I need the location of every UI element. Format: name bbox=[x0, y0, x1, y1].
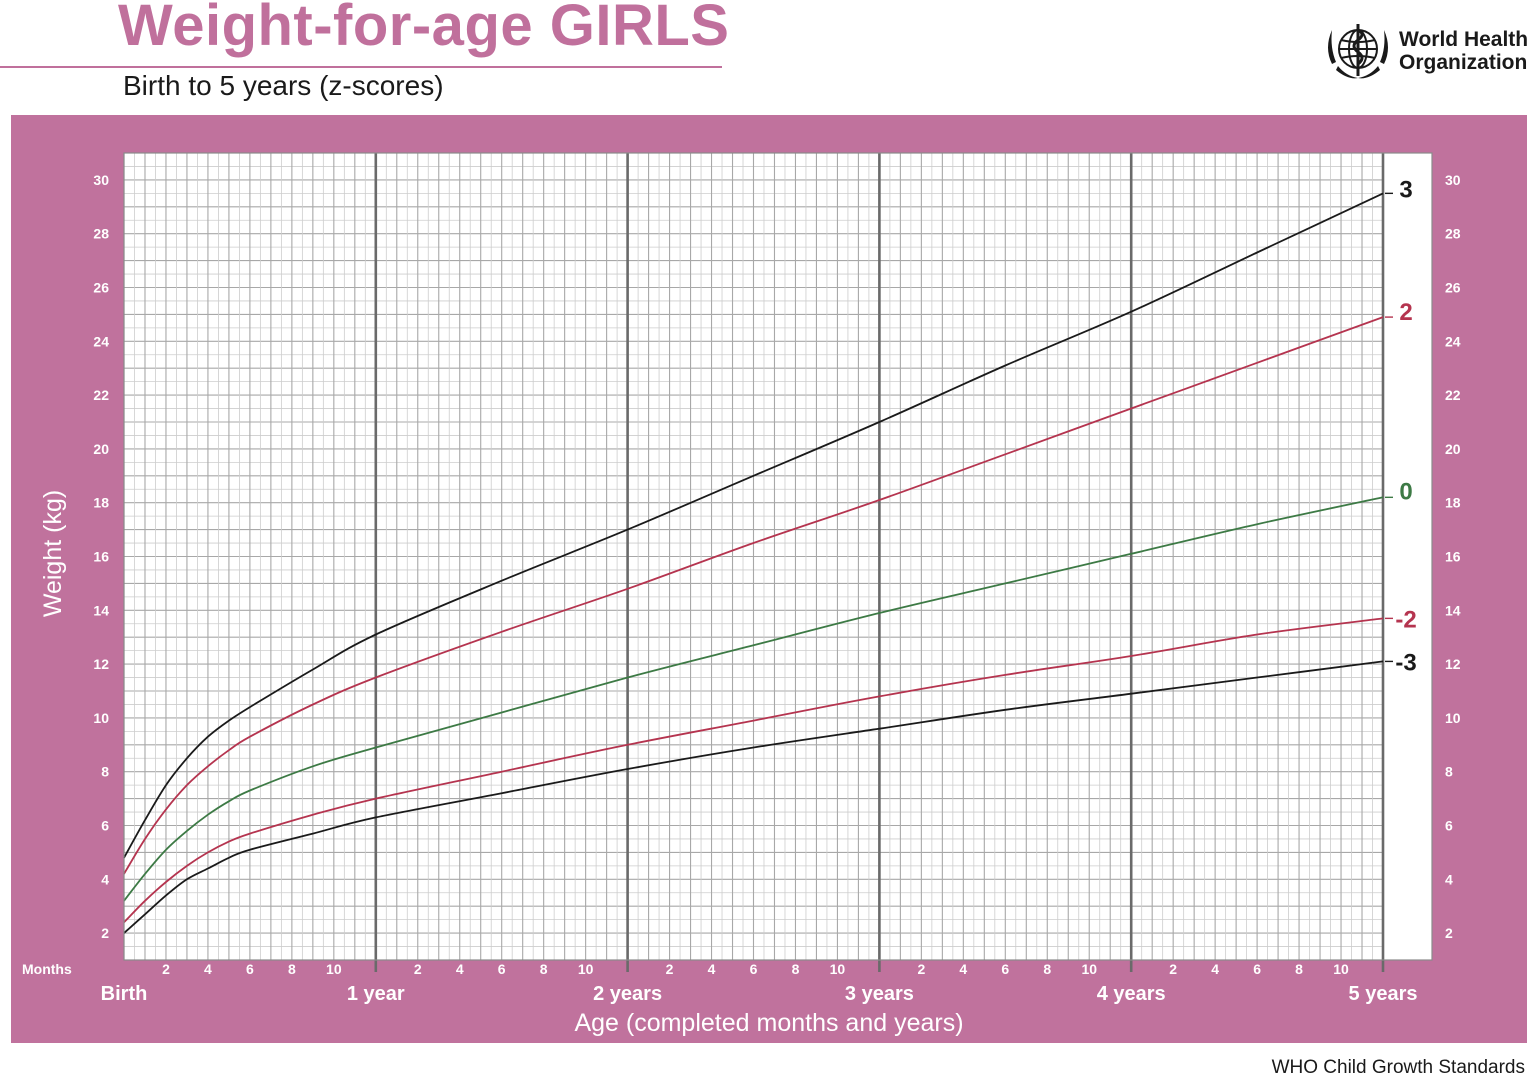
year-tick-label: 2 years bbox=[593, 983, 662, 1005]
month-tick-label: 2 bbox=[917, 961, 925, 977]
y-tick-label-left: 6 bbox=[101, 818, 109, 834]
year-tick-label: 5 years bbox=[1349, 983, 1418, 1005]
y-tick-label-right: 8 bbox=[1445, 764, 1453, 780]
who-emblem-icon bbox=[1328, 24, 1388, 79]
month-tick-label: 2 bbox=[162, 961, 170, 977]
y-tick-label-right: 16 bbox=[1445, 549, 1461, 565]
y-tick-label-left: 16 bbox=[93, 549, 109, 565]
title-divider bbox=[0, 66, 722, 68]
plot-border bbox=[123, 152, 1433, 961]
month-tick-label: 4 bbox=[708, 961, 716, 977]
x-axis-title: Age (completed months and years) bbox=[574, 1009, 963, 1037]
organization-name-line1: World Health bbox=[1399, 28, 1529, 51]
z-score-label: -2 bbox=[1395, 606, 1416, 633]
y-tick-label-left: 22 bbox=[93, 387, 109, 403]
month-tick-label: 10 bbox=[578, 961, 594, 977]
year-tick-label: 3 years bbox=[845, 983, 914, 1005]
month-tick-label: 4 bbox=[456, 961, 464, 977]
month-tick-label: 10 bbox=[326, 961, 342, 977]
y-tick-label-right: 30 bbox=[1445, 172, 1461, 188]
y-tick-label-left: 12 bbox=[93, 656, 109, 672]
month-tick-label: 10 bbox=[1081, 961, 1097, 977]
organization-name: World Health Organization bbox=[1399, 28, 1528, 74]
z-score-label: 0 bbox=[1399, 478, 1412, 505]
y-tick-label-left: 28 bbox=[93, 226, 109, 242]
y-tick-label-left: 30 bbox=[93, 172, 109, 188]
month-tick-label: 4 bbox=[204, 961, 212, 977]
y-tick-label-left: 4 bbox=[101, 871, 109, 887]
z-score-curve bbox=[123, 192, 1384, 859]
y-tick-label-left: 2 bbox=[101, 925, 109, 941]
y-tick-label-right: 2 bbox=[1445, 925, 1453, 941]
z-score-label: -3 bbox=[1395, 649, 1416, 676]
months-axis-label: Months bbox=[22, 961, 72, 977]
y-tick-label-left: 14 bbox=[93, 602, 109, 618]
page-title: Weight-for-age GIRLS bbox=[118, 0, 730, 58]
y-tick-label-right: 22 bbox=[1445, 387, 1461, 403]
z-score-label: 2 bbox=[1399, 299, 1412, 326]
z-score-curve bbox=[123, 617, 1384, 923]
y-tick-label-right: 12 bbox=[1445, 656, 1461, 672]
y-tick-label-right: 24 bbox=[1445, 333, 1461, 349]
month-tick-label: 2 bbox=[414, 961, 422, 977]
month-tick-label: 8 bbox=[1043, 961, 1051, 977]
y-tick-label-right: 18 bbox=[1445, 495, 1461, 511]
z-score-curve bbox=[123, 316, 1384, 875]
month-tick-label: 8 bbox=[792, 961, 800, 977]
month-tick-label: 6 bbox=[1253, 961, 1261, 977]
month-tick-label: 6 bbox=[750, 961, 758, 977]
month-tick-label: 4 bbox=[959, 961, 967, 977]
y-tick-label-left: 20 bbox=[93, 441, 109, 457]
month-tick-label: 8 bbox=[540, 961, 548, 977]
y-tick-label-left: 18 bbox=[93, 495, 109, 511]
chart-panel: 2 2 4 4 6 6 8 8 10 10 12 12 14 14 16 16 18 18 20 20 22 22 24 24… bbox=[11, 115, 1527, 1043]
month-tick-label: 10 bbox=[830, 961, 846, 977]
footer-source: WHO Child Growth Standards bbox=[1271, 1057, 1525, 1078]
y-tick-label-left: 26 bbox=[93, 280, 109, 296]
month-tick-label: 4 bbox=[1211, 961, 1219, 977]
year-tick-label: Birth bbox=[101, 983, 148, 1005]
y-tick-label-right: 10 bbox=[1445, 710, 1461, 726]
y-tick-label-right: 6 bbox=[1445, 818, 1453, 834]
z-score-curve bbox=[123, 660, 1384, 934]
y-tick-label-right: 14 bbox=[1445, 602, 1461, 618]
y-tick-label-right: 4 bbox=[1445, 871, 1453, 887]
y-tick-label-left: 10 bbox=[93, 710, 109, 726]
month-tick-label: 2 bbox=[1169, 961, 1177, 977]
month-tick-label: 8 bbox=[1295, 961, 1303, 977]
month-tick-label: 10 bbox=[1333, 961, 1349, 977]
month-tick-label: 6 bbox=[246, 961, 254, 977]
z-score-curve bbox=[123, 496, 1384, 902]
y-tick-label-right: 28 bbox=[1445, 226, 1461, 242]
year-tick-label: 4 years bbox=[1097, 983, 1166, 1005]
y-tick-label-left: 24 bbox=[93, 333, 109, 349]
organization-name-line2: Organization bbox=[1399, 51, 1528, 74]
month-tick-label: 6 bbox=[498, 961, 506, 977]
y-tick-label-left: 8 bbox=[101, 764, 109, 780]
y-tick-label-right: 26 bbox=[1445, 280, 1461, 296]
month-tick-label: 6 bbox=[1001, 961, 1009, 977]
month-tick-label: 2 bbox=[666, 961, 674, 977]
year-tick-label: 1 year bbox=[347, 983, 405, 1005]
page-subtitle: Birth to 5 years (z-scores) bbox=[123, 70, 444, 101]
y-tick-label-right: 20 bbox=[1445, 441, 1461, 457]
month-tick-label: 8 bbox=[288, 961, 296, 977]
z-score-label: 3 bbox=[1399, 176, 1412, 203]
y-axis-title: Weight (kg) bbox=[39, 490, 67, 617]
